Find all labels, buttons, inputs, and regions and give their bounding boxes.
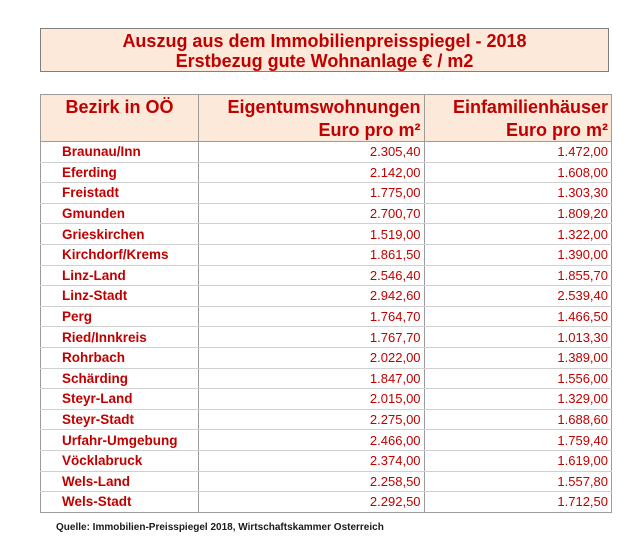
apartment-price-cell: 1.519,00 [198, 223, 425, 245]
house-price-cell: 1.389,00 [423, 347, 613, 369]
house-price-cell: 1.390,00 [423, 244, 613, 266]
table-row: Ried/Innkreis 1.767,70 1.013,30 [39, 326, 613, 348]
district-cell: Freistadt [39, 182, 199, 204]
apartment-price-cell: 2.015,00 [198, 388, 425, 410]
house-price-cell: 1.557,80 [423, 471, 613, 493]
table-row: Kirchdorf/Krems 1.861,50 1.390,00 [39, 244, 613, 266]
unit-houses: Euro pro m² [423, 119, 613, 142]
table-row: Urfahr-Umgebung 2.466,00 1.759,40 [39, 429, 613, 451]
table-row: Steyr-Stadt 2.275,00 1.688,60 [39, 409, 613, 431]
district-cell: Eferding [39, 162, 199, 184]
title-line-2: Erstbezug gute Wohnanlage € / m2 [175, 51, 474, 71]
district-cell: Rohrbach [39, 347, 199, 369]
table-row: Linz-Stadt 2.942,60 2.539,40 [39, 285, 613, 307]
house-price-cell: 1.013,30 [423, 326, 613, 348]
house-price-cell: 1.556,00 [423, 368, 613, 390]
apartment-price-cell: 1.767,70 [198, 326, 425, 348]
apartment-price-cell: 1.847,00 [198, 368, 425, 390]
apartment-price-cell: 2.292,50 [198, 491, 425, 513]
house-price-cell: 1.855,70 [423, 265, 613, 287]
table-row: Wels-Stadt 2.292,50 1.712,50 [39, 491, 613, 513]
apartment-price-cell: 1.861,50 [198, 244, 425, 266]
district-cell: Linz-Stadt [39, 285, 199, 307]
apartment-price-cell: 2.374,00 [198, 450, 425, 472]
apartment-price-cell: 2.275,00 [198, 409, 425, 431]
apartment-price-cell: 2.142,00 [198, 162, 425, 184]
table-row: Perg 1.764,70 1.466,50 [39, 306, 613, 328]
house-price-cell: 1.809,20 [423, 203, 613, 225]
unit-row: Euro pro m² Euro pro m² [39, 119, 613, 142]
district-cell: Grieskirchen [39, 223, 199, 245]
district-cell: Steyr-Stadt [39, 409, 199, 431]
price-table: Bezirk in OÖ Eigentumswohnungen Einfamil… [39, 94, 613, 513]
table-row: Grieskirchen 1.519,00 1.322,00 [39, 223, 613, 245]
unit-apartments: Euro pro m² [198, 119, 425, 142]
apartment-price-cell: 1.775,00 [198, 182, 425, 204]
district-cell: Braunau/Inn [39, 141, 199, 163]
apartment-price-cell: 1.764,70 [198, 306, 425, 328]
district-cell: Steyr-Land [39, 388, 199, 410]
table-row: Linz-Land 2.546,40 1.855,70 [39, 265, 613, 287]
table-row: Eferding 2.142,00 1.608,00 [39, 162, 613, 184]
district-cell: Vöcklabruck [39, 450, 199, 472]
district-cell: Gmunden [39, 203, 199, 225]
house-price-cell: 1.712,50 [423, 491, 613, 513]
apartment-price-cell: 2.700,70 [198, 203, 425, 225]
header-houses: Einfamilienhäuser [423, 94, 613, 119]
table-row: Braunau/Inn 2.305,40 1.472,00 [39, 141, 613, 163]
district-cell: Linz-Land [39, 265, 199, 287]
house-price-cell: 1.759,40 [423, 429, 613, 451]
table-row: Gmunden 2.700,70 1.809,20 [39, 203, 613, 225]
header-apartments: Eigentumswohnungen [198, 94, 425, 119]
house-price-cell: 2.539,40 [423, 285, 613, 307]
table-row: Rohrbach 2.022,00 1.389,00 [39, 347, 613, 369]
table-row: Steyr-Land 2.015,00 1.329,00 [39, 388, 613, 410]
house-price-cell: 1.322,00 [423, 223, 613, 245]
table-row: Vöcklabruck 2.374,00 1.619,00 [39, 450, 613, 472]
apartment-price-cell: 2.546,40 [198, 265, 425, 287]
district-cell: Perg [39, 306, 199, 328]
house-price-cell: 1.466,50 [423, 306, 613, 328]
district-cell: Schärding [39, 368, 199, 390]
house-price-cell: 1.303,30 [423, 182, 613, 204]
apartment-price-cell: 2.305,40 [198, 141, 425, 163]
apartment-price-cell: 2.022,00 [198, 347, 425, 369]
apartment-price-cell: 2.942,60 [198, 285, 425, 307]
district-cell: Kirchdorf/Krems [39, 244, 199, 266]
apartment-price-cell: 2.466,00 [198, 429, 425, 451]
source-note: Quelle: Immobilien-Preisspiegel 2018, Wi… [56, 522, 384, 533]
title-box: Auszug aus dem Immobilienpreisspiegel - … [40, 28, 609, 72]
house-price-cell: 1.608,00 [423, 162, 613, 184]
header-district-blank [39, 119, 199, 142]
house-price-cell: 1.472,00 [423, 141, 613, 163]
district-cell: Wels-Stadt [39, 491, 199, 513]
house-price-cell: 1.329,00 [423, 388, 613, 410]
table-row: Freistadt 1.775,00 1.303,30 [39, 182, 613, 204]
header-district: Bezirk in OÖ [39, 94, 199, 119]
table-row: Schärding 1.847,00 1.556,00 [39, 368, 613, 390]
house-price-cell: 1.619,00 [423, 450, 613, 472]
house-price-cell: 1.688,60 [423, 409, 613, 431]
district-cell: Ried/Innkreis [39, 326, 199, 348]
title-line-1: Auszug aus dem Immobilienpreisspiegel - … [122, 31, 527, 51]
apartment-price-cell: 2.258,50 [198, 471, 425, 493]
table-row: Wels-Land 2.258,50 1.557,80 [39, 471, 613, 493]
district-cell: Urfahr-Umgebung [39, 429, 199, 451]
district-cell: Wels-Land [39, 471, 199, 493]
header-row: Bezirk in OÖ Eigentumswohnungen Einfamil… [39, 94, 613, 119]
